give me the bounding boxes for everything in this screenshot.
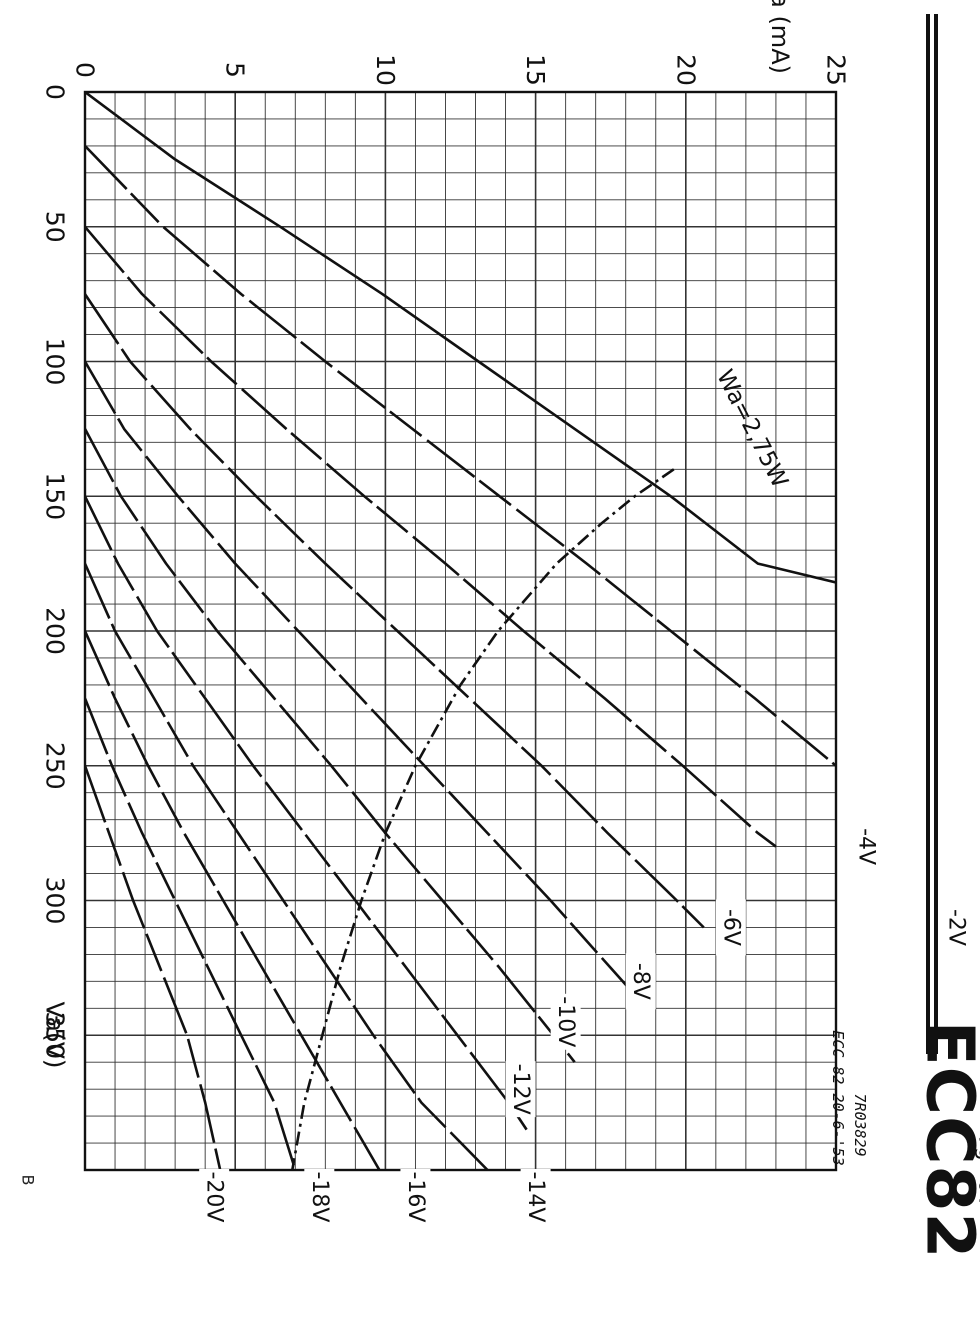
ia-axis-title: Ia (mA) bbox=[766, 0, 794, 74]
curve-label-bg bbox=[550, 993, 581, 1050]
va-tick-label: 100 bbox=[41, 338, 70, 386]
curve-label: -2V bbox=[944, 909, 969, 946]
plate-curve bbox=[85, 293, 705, 929]
va-tick-label: 350 bbox=[41, 1011, 70, 1059]
curve-label-bg bbox=[971, 1142, 980, 1198]
curve-label: -16V bbox=[403, 1171, 428, 1222]
va-tick-label: 150 bbox=[41, 472, 70, 520]
ia-tick-label: 10 bbox=[371, 54, 400, 86]
curve-label: -8V bbox=[628, 963, 653, 1000]
plate-curve bbox=[85, 360, 636, 996]
curve-label: -12V bbox=[508, 1064, 533, 1115]
plate-curve bbox=[85, 92, 836, 584]
va-tick-label: 200 bbox=[41, 607, 70, 655]
plate-curve bbox=[85, 428, 576, 1064]
tube-type-title: ECC82 bbox=[911, 1020, 980, 1260]
curve-label-bg bbox=[505, 1061, 536, 1118]
dissipation-label: Wa=2,75W bbox=[711, 366, 793, 492]
ia-tick-label: 15 bbox=[521, 54, 550, 86]
curve-label: -14V bbox=[523, 1171, 548, 1222]
grid bbox=[84, 91, 837, 1171]
plate-curves bbox=[85, 92, 836, 1170]
curve-label-bg bbox=[625, 953, 656, 1010]
va-tick-label: 250 bbox=[41, 742, 70, 790]
va-tick-label: 0 bbox=[41, 84, 70, 100]
curve-label: -4V bbox=[854, 828, 879, 865]
plate-curve bbox=[85, 144, 836, 767]
ia-tick-label: 5 bbox=[221, 62, 250, 78]
header-rule-left bbox=[926, 14, 930, 1054]
plate-curve bbox=[85, 495, 528, 1131]
curve-label-bg bbox=[851, 818, 882, 875]
curve-label-bg bbox=[715, 899, 746, 956]
curve-label-bg bbox=[304, 1168, 335, 1225]
curve-label: -10V bbox=[553, 996, 578, 1047]
header-rule-right bbox=[934, 14, 938, 1054]
page-mark: B bbox=[18, 1174, 38, 1186]
ia-tick-label: 20 bbox=[671, 54, 700, 86]
drawing-reference: 7R03829 bbox=[851, 1093, 869, 1157]
plate-curve bbox=[85, 225, 777, 848]
curve-label: -20V bbox=[202, 1171, 227, 1222]
curve-label-bg bbox=[199, 1168, 230, 1225]
va-tick-label: 300 bbox=[41, 877, 70, 925]
plate-curve bbox=[85, 630, 381, 1170]
curve-label: -18V bbox=[307, 1171, 332, 1222]
ia-tick-label: 25 bbox=[822, 54, 851, 86]
curve-label: -6V bbox=[718, 909, 743, 946]
va-axis-title: Va(V) bbox=[41, 1001, 70, 1068]
drawing-date: ECC 82 20-6-'53 bbox=[829, 1030, 847, 1166]
ia-tick-label: 0 bbox=[71, 62, 100, 78]
curve-label: Vg=0V bbox=[974, 1132, 980, 1209]
plate-curve bbox=[85, 563, 489, 1170]
va-tick-label: 50 bbox=[41, 211, 70, 243]
plate-curve bbox=[85, 697, 297, 1170]
plate-curve bbox=[85, 765, 222, 1170]
curve-label-bg bbox=[520, 1168, 551, 1225]
curve-label-bg bbox=[400, 1168, 431, 1225]
dissipation-curve bbox=[291, 468, 675, 1170]
curve-label-bg bbox=[941, 899, 972, 956]
